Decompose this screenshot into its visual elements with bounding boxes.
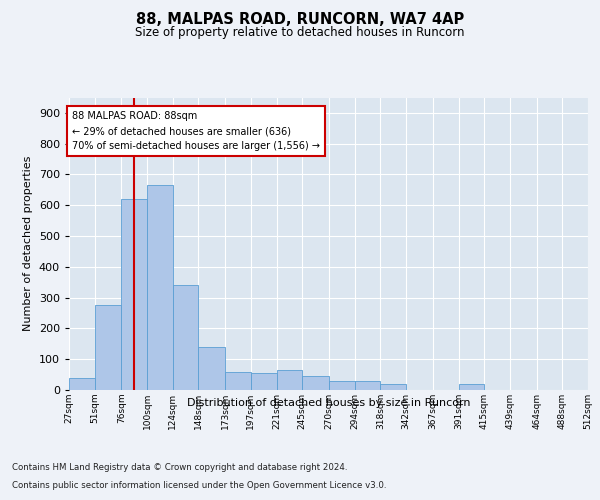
Bar: [147, 185, 173, 390]
Text: 88 MALPAS ROAD: 88sqm
← 29% of detached houses are smaller (636)
70% of semi-det: 88 MALPAS ROAD: 88sqm ← 29% of detached …: [72, 112, 320, 151]
Y-axis label: Number of detached properties: Number of detached properties: [23, 156, 33, 332]
Bar: [251, 373, 277, 390]
Bar: [355, 381, 380, 390]
Bar: [69, 378, 95, 390]
Bar: [329, 381, 355, 390]
Bar: [173, 286, 199, 390]
Bar: [380, 384, 406, 390]
Bar: [225, 372, 251, 390]
Bar: [458, 384, 484, 390]
Text: Contains public sector information licensed under the Open Government Licence v3: Contains public sector information licen…: [12, 481, 386, 490]
Text: Distribution of detached houses by size in Runcorn: Distribution of detached houses by size …: [187, 398, 470, 407]
Bar: [95, 306, 121, 390]
Bar: [121, 199, 147, 390]
Text: Size of property relative to detached houses in Runcorn: Size of property relative to detached ho…: [135, 26, 465, 39]
Bar: [302, 376, 329, 390]
Bar: [277, 370, 302, 390]
Text: 88, MALPAS ROAD, RUNCORN, WA7 4AP: 88, MALPAS ROAD, RUNCORN, WA7 4AP: [136, 12, 464, 28]
Bar: [199, 347, 225, 390]
Text: Contains HM Land Registry data © Crown copyright and database right 2024.: Contains HM Land Registry data © Crown c…: [12, 464, 347, 472]
